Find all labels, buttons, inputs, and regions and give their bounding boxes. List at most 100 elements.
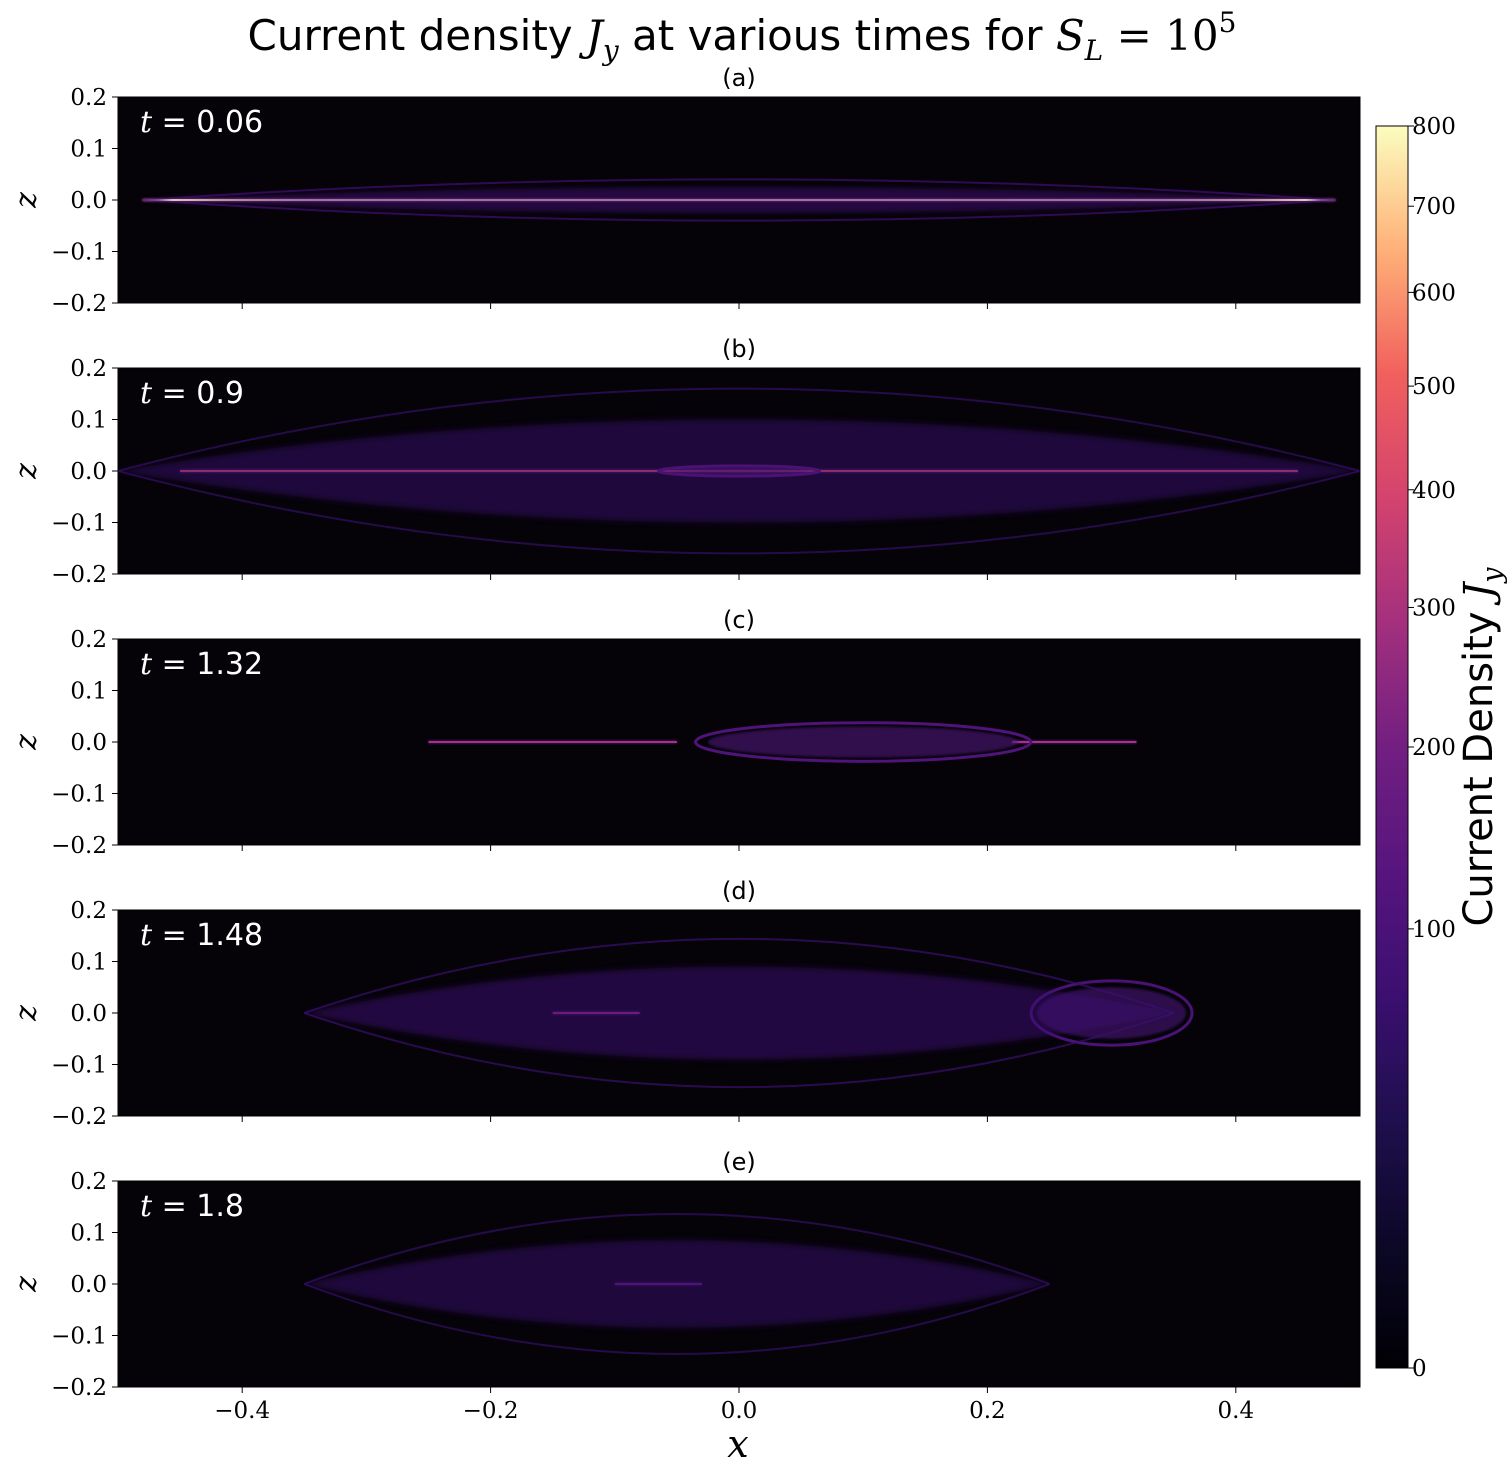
y-tick-label: 0.2: [70, 356, 107, 382]
fan-structure: [304, 966, 1174, 1060]
y-tick-label: 0.0: [70, 1272, 107, 1298]
y-tick-label: 0.1: [70, 679, 107, 705]
x-tick-label: −0.4: [214, 1398, 270, 1424]
time-value: = 0.06: [152, 105, 263, 140]
colorbar-label-text: Current Density: [1456, 599, 1502, 927]
y-tick-label: 0.0: [70, 1001, 107, 1027]
time-label: t = 0.9: [140, 376, 244, 411]
title-param: S: [1056, 11, 1085, 60]
y-axis-label: z: [9, 1276, 44, 1293]
y-axis-label: z: [9, 734, 44, 751]
x-axis-label: x: [727, 1422, 748, 1466]
field-line-upper: [303, 1212, 1050, 1285]
panel-features: [142, 178, 1336, 222]
current-sheet: [1012, 741, 1137, 743]
panel-b: (b) t = 0.9 z 0.2 0.1 0.0 −0.1 −0.2: [9, 335, 1361, 588]
panel-label: (b): [722, 335, 756, 363]
y-tick-label: −0.2: [51, 833, 107, 859]
y-tick-label: −0.1: [51, 1053, 107, 1079]
time-var: t: [140, 1189, 153, 1224]
panel-c: (c) t = 1.32 z 0.2 0.1 0.0 −0.1 −0.2: [9, 606, 1361, 859]
colorbar-tick-label: 700: [1412, 194, 1456, 220]
panel-e: (e) t = 1.8 z 0.2 0.1 0.0 −0.1 −0.2 −0.4 −0.2 0.0 0…: [9, 1148, 1361, 1424]
time-label: t = 1.8: [140, 1189, 244, 1224]
y-tick-label: −0.1: [51, 511, 107, 537]
time-var: t: [140, 918, 153, 953]
time-label: t = 1.48: [140, 918, 263, 953]
y-axis-label: z: [9, 192, 44, 209]
colorbar-tick-label: 200: [1412, 735, 1456, 761]
time-var: t: [140, 105, 153, 140]
panel-features: [303, 1212, 1050, 1356]
colorbar: 0 100 200 300 400 500 600 700 800 Current Densit…: [1375, 114, 1508, 1382]
fan-structure: [142, 187, 1336, 213]
time-value: = 1.32: [152, 647, 263, 682]
fan-structure: [118, 419, 1360, 523]
panel-label: (d): [722, 877, 756, 905]
time-label: t = 1.32: [140, 647, 263, 682]
plasmoid-island: [707, 726, 1019, 758]
y-tick-label: 0.1: [70, 137, 107, 163]
y-tick-label: 0.2: [70, 898, 107, 924]
field-line-lower: [303, 1283, 1050, 1356]
panel-a: (a) t = 0.06 z 0.2 0.1 0.0 −0.1 −0.2: [9, 64, 1361, 317]
field-line-upper: [118, 387, 1360, 472]
y-tick-label: 0.2: [70, 85, 107, 111]
colorbar-tick-label: 400: [1412, 478, 1456, 504]
time-value: = 1.48: [152, 918, 263, 953]
colorbar-label-sub: y: [1477, 567, 1508, 584]
y-tick-label: −0.2: [51, 562, 107, 588]
current-sheet: [428, 741, 677, 743]
title-equals: = 10: [1103, 11, 1218, 60]
time-var: t: [140, 376, 153, 411]
field-line-upper: [303, 937, 1175, 1014]
time-value: = 1.8: [152, 1189, 244, 1224]
field-line-lower: [142, 199, 1336, 222]
field-line-lower: [118, 470, 1360, 555]
panel-label: (a): [722, 64, 755, 92]
x-tick-label: 0.0: [721, 1398, 758, 1424]
plasmoid-boundary: [694, 721, 1033, 763]
x-tick-label: 0.4: [1218, 1398, 1255, 1424]
time-value: = 0.9: [152, 376, 244, 411]
panel-d: (d) t = 1.48 z 0.2 0.1 0.0 −0.1 −0.2: [9, 877, 1361, 1130]
y-tick-label: −0.1: [51, 1324, 107, 1350]
title-var-sub: y: [601, 34, 620, 67]
colorbar-tick-label: 800: [1412, 114, 1456, 140]
colorbar-tick-label: 500: [1412, 374, 1456, 400]
field-line-upper: [142, 178, 1336, 201]
y-tick-label: −0.1: [51, 240, 107, 266]
y-tick-label: 0.1: [70, 950, 107, 976]
panel-label: (e): [722, 1148, 756, 1176]
title-exponent: 5: [1219, 6, 1237, 39]
panels: (a) t = 0.06 z 0.2 0.1 0.0 −0.1 −0.2 (b) t = 0.9 z…: [9, 64, 1361, 1424]
x-tick-label: 0.2: [969, 1398, 1006, 1424]
title-param-sub: L: [1084, 34, 1104, 67]
fan-structure: [304, 1240, 1050, 1328]
y-tick-label: 0.1: [70, 408, 107, 434]
y-axis-label: z: [9, 463, 44, 480]
panel-label: (c): [723, 606, 755, 634]
y-tick-label: 0.2: [70, 1169, 107, 1195]
y-tick-label: −0.1: [51, 782, 107, 808]
field-line-lower: [303, 1012, 1175, 1089]
x-tick-label: −0.2: [463, 1398, 519, 1424]
y-tick-label: 0.1: [70, 1221, 107, 1247]
title-middle: at various times for: [619, 11, 1056, 60]
y-tick-label: 0.0: [70, 459, 107, 485]
y-axis-label: z: [9, 1005, 44, 1022]
colorbar-ticks: 0 100 200 300 400 500 600 700 800: [1408, 114, 1456, 1382]
y-tick-label: −0.2: [51, 291, 107, 317]
colorbar-tick-label: 600: [1412, 280, 1456, 306]
y-tick-label: 0.2: [70, 627, 107, 653]
panel-features: [118, 387, 1360, 555]
y-tick-label: −0.2: [51, 1104, 107, 1130]
time-var: t: [140, 647, 153, 682]
colorbar-tick-label: 0: [1412, 1356, 1427, 1382]
y-tick-label: 0.0: [70, 188, 107, 214]
y-tick-label: −0.2: [51, 1375, 107, 1401]
panel-features: [428, 721, 1137, 763]
colorbar-tick-label: 300: [1412, 595, 1456, 621]
title-prefix: Current density: [248, 11, 586, 60]
